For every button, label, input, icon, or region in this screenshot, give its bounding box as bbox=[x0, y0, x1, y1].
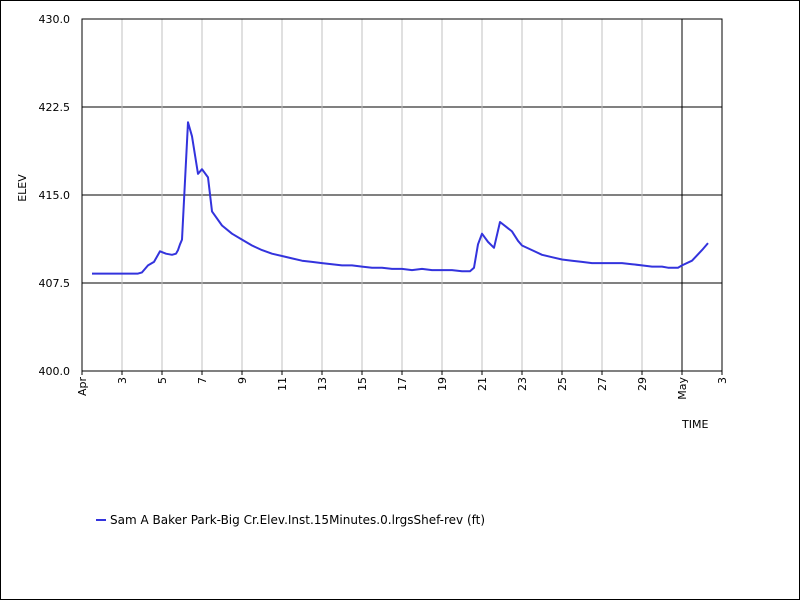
grid-lines bbox=[81, 18, 723, 372]
y-tick-label: 415.0 bbox=[39, 189, 71, 202]
x-tick-label: 11 bbox=[276, 377, 289, 391]
legend-swatch bbox=[96, 519, 106, 521]
x-tick-label: 21 bbox=[476, 377, 489, 391]
y-axis-title: ELEV bbox=[16, 174, 29, 202]
x-tick-label: May bbox=[676, 377, 689, 400]
x-tick-label: 3 bbox=[716, 377, 729, 384]
x-tick-label: 23 bbox=[516, 377, 529, 391]
x-tick-label: 29 bbox=[636, 377, 649, 391]
x-tick-label: 9 bbox=[236, 377, 249, 384]
x-tick-label: 19 bbox=[436, 377, 449, 391]
legend: Sam A Baker Park-Big Cr.Elev.Inst.15Minu… bbox=[96, 513, 485, 527]
x-tick-label: 7 bbox=[196, 377, 209, 384]
x-tick-label: 15 bbox=[356, 377, 369, 391]
series-line bbox=[92, 121, 709, 275]
x-tick-label: 27 bbox=[596, 377, 609, 391]
x-tick-label: Apr bbox=[76, 377, 89, 397]
x-tick-label: 3 bbox=[116, 377, 129, 384]
legend-label: Sam A Baker Park-Big Cr.Elev.Inst.15Minu… bbox=[110, 513, 486, 527]
x-axis-title: TIME bbox=[681, 418, 708, 431]
y-tick-label: 400.0 bbox=[39, 365, 71, 378]
y-tick-label: 407.5 bbox=[39, 277, 71, 290]
x-tick-label: 13 bbox=[316, 377, 329, 391]
x-axis-ticks: Apr 3 5 7 9 11 13 15 17 19 21 23 25 27 29 May 3 bbox=[76, 371, 729, 400]
y-axis-ticks: 400.0 407.5 415.0 422.5 430.0 bbox=[39, 13, 71, 378]
x-tick-label: 5 bbox=[156, 377, 169, 384]
y-tick-label: 430.0 bbox=[39, 13, 71, 26]
x-tick-label: 25 bbox=[556, 377, 569, 391]
y-tick-label: 422.5 bbox=[39, 101, 71, 114]
x-tick-label: 17 bbox=[396, 377, 409, 391]
